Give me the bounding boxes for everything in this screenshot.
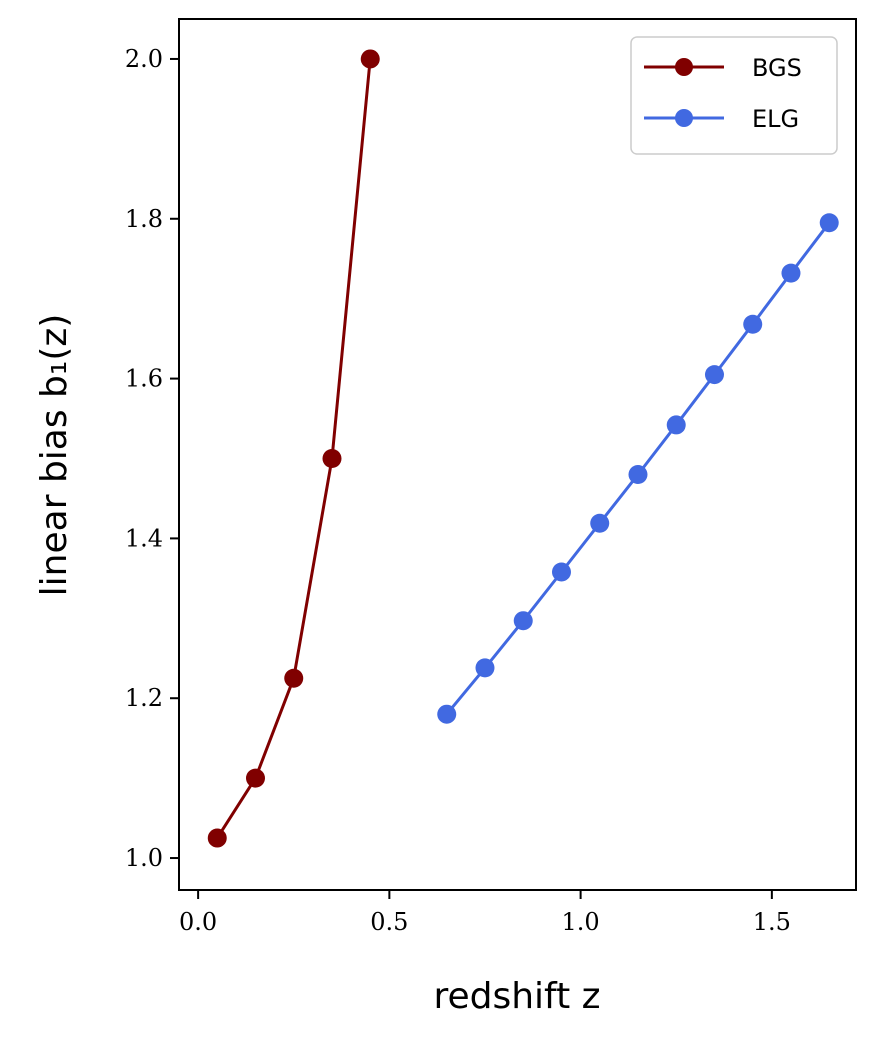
- x-tick-label: 1.5: [753, 908, 791, 936]
- data-point-bgs: [245, 768, 265, 788]
- legend-marker-bgs: [675, 58, 693, 76]
- y-axis-label: linear bias b₁(z): [34, 314, 75, 597]
- data-point-elg: [628, 464, 648, 484]
- y-tick-label: 1.0: [125, 844, 163, 872]
- data-point-bgs: [322, 448, 342, 468]
- plot-area-frame: [178, 18, 857, 891]
- x-axis-ticks: 0.0 0.5 1.0 1.5: [179, 890, 791, 936]
- legend-frame: [630, 36, 838, 155]
- data-point-elg: [743, 314, 763, 334]
- y-tick-label: 1.6: [125, 365, 163, 393]
- data-point-elg: [437, 704, 457, 724]
- series-line-bgs: [215, 58, 372, 839]
- legend-label-bgs: BGS: [752, 54, 802, 82]
- x-tick-label: 0.5: [370, 908, 408, 936]
- data-point-elg: [475, 658, 495, 678]
- legend: BGS ELG: [630, 36, 838, 155]
- data-point-elg: [781, 263, 801, 283]
- data-point-bgs: [360, 49, 380, 69]
- data-point-elg: [819, 213, 839, 233]
- y-tick-label: 1.8: [125, 205, 163, 233]
- x-axis-label: redshift z: [433, 976, 600, 1017]
- x-axis-label-text: redshift z: [433, 976, 600, 1017]
- data-point-elg: [513, 611, 533, 631]
- y-axis-label-text: linear bias b₁(z): [34, 314, 75, 597]
- legend-marker-elg: [675, 109, 693, 127]
- y-tick-label: 1.2: [125, 684, 163, 712]
- data-point-elg: [704, 365, 724, 385]
- y-tick-label: 2.0: [125, 45, 163, 73]
- series-layer: [207, 49, 839, 848]
- data-point-elg: [666, 415, 686, 435]
- data-point-elg: [590, 513, 610, 533]
- legend-label-elg: ELG: [752, 105, 799, 133]
- y-axis-ticks: 1.0 1.2 1.4 1.6 1.8 2.0: [125, 45, 179, 872]
- x-tick-label: 0.0: [179, 908, 217, 936]
- data-point-bgs: [207, 828, 227, 848]
- data-point-elg: [551, 562, 571, 582]
- x-tick-label: 1.0: [562, 908, 600, 936]
- data-point-bgs: [284, 668, 304, 688]
- y-tick-label: 1.4: [125, 524, 163, 552]
